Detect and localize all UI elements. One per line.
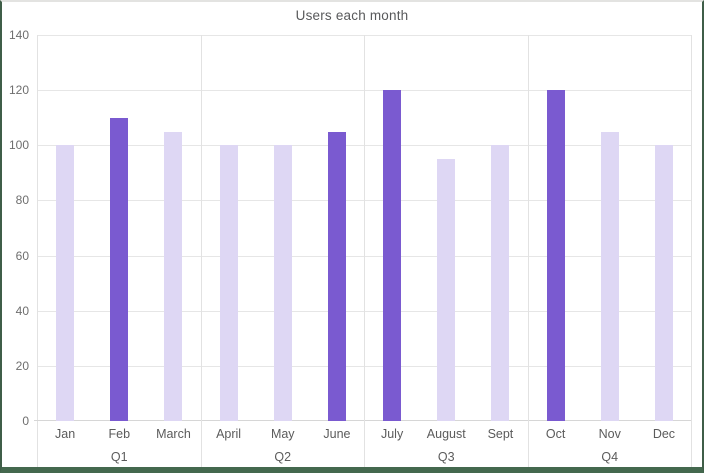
x-tick-label-oct: Oct (545, 426, 566, 441)
y-tick-label-60: 60 (15, 248, 29, 263)
y-tick-label-100: 100 (8, 138, 29, 153)
bar-slot-may (256, 35, 310, 421)
x-tick-label-may: May (270, 426, 295, 441)
y-tick-label-0: 0 (22, 414, 29, 428)
x-tick-label-jan: Jan (55, 426, 76, 441)
bar-slot-july (365, 35, 419, 421)
x-tick-label-nov: Nov (598, 426, 621, 441)
bar-slot-oct (529, 35, 583, 421)
x-tick-label-dec: Dec (652, 426, 676, 441)
bar-june (327, 131, 346, 421)
quarter-label-q3: Q3 (437, 449, 455, 464)
bar-july (383, 90, 402, 421)
x-tick-label-march: March (156, 426, 191, 441)
x-tick-label-april: April (216, 426, 242, 441)
y-tick-label-80: 80 (15, 193, 29, 208)
bar-slot-august (419, 35, 473, 421)
bar-slot-june (310, 35, 364, 421)
y-tick-label-40: 40 (15, 303, 29, 318)
bar-april (219, 145, 238, 421)
bar-jan (56, 145, 75, 421)
x-axis-line (34, 420, 691, 421)
x-tick-label-june: June (323, 426, 351, 441)
quarter-group-q3: July August Sept Q3 (364, 35, 528, 467)
y-axis: 0 20 40 60 80 100 120 140 (2, 28, 29, 428)
bar-slot-april (202, 35, 256, 421)
x-tick-label-july: July (380, 426, 404, 441)
bar-slot-nov (583, 35, 637, 421)
bar-feb (110, 117, 129, 421)
x-tick-label-august: August (426, 426, 466, 441)
quarter-group-q2: April May June Q2 (200, 35, 365, 467)
bar-slot-dec (637, 35, 691, 421)
quarter-group-q1: Jan Feb March Q1 (38, 35, 201, 467)
bar-slot-feb (92, 35, 146, 421)
x-tick-label-feb: Feb (108, 426, 131, 441)
bar-dec (654, 145, 673, 421)
quarter-label-q4: Q4 (601, 449, 619, 464)
chart-title: Users each month (295, 8, 409, 23)
bar-oct (546, 90, 565, 421)
quarter-label-q2: Q2 (274, 449, 292, 464)
quarter-label-q1: Q1 (110, 449, 128, 464)
x-tick-label-sept: Sept (487, 426, 514, 441)
quarter-group-q4: Oct Nov Dec Q4 (527, 35, 692, 467)
plot-area: Jan Feb March Q1 April May June Q2 July August Sep… (34, 35, 692, 467)
y-tick-label-120: 120 (8, 83, 29, 98)
bar-may (273, 145, 292, 421)
bar-august (437, 159, 456, 421)
bar-groups: Jan Feb March Q1 April May June Q2 July August Sep… (38, 35, 691, 467)
bar-nov (600, 131, 619, 421)
bar-sept (491, 145, 510, 421)
bar-slot-sept (473, 35, 527, 421)
y-tick-label-20: 20 (15, 358, 29, 373)
y-tick-label-140: 140 (8, 28, 29, 42)
bar-slot-jan (38, 35, 92, 421)
bar-march (164, 131, 183, 421)
bar-slot-march (146, 35, 200, 421)
